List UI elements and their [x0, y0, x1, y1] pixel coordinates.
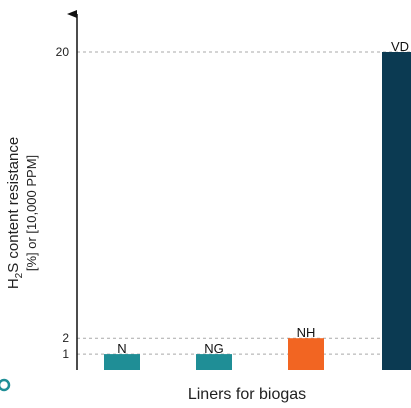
y-tick-label: 20	[56, 45, 70, 59]
bar-label-n: N	[117, 341, 126, 356]
y-axis-title: H2S content resistance [%] or [10,000 PP…	[5, 137, 39, 289]
bar-labels: N NG NH VD	[117, 39, 409, 356]
bar-label-vd: VD	[391, 39, 409, 54]
gridlines	[77, 51, 411, 355]
bar-label-nh: NH	[297, 325, 316, 340]
y-tick-label: 2	[62, 331, 69, 345]
y-axis-title-line2: [%] or [10,000 PPM]	[24, 155, 39, 271]
y-axis-title-line1: H2S content resistance	[5, 137, 25, 289]
x-axis-title: Liners for biogas	[188, 386, 306, 403]
bar-vd	[382, 52, 411, 370]
y-tick-labels: 1 2 20	[56, 45, 70, 361]
bars	[104, 52, 411, 370]
bar-n	[104, 354, 140, 370]
corner-marker-icon	[0, 378, 11, 392]
bar-ng	[196, 354, 232, 370]
bar-label-ng: NG	[204, 341, 224, 356]
y-tick-label: 1	[62, 347, 69, 361]
bar-nh	[288, 338, 324, 370]
